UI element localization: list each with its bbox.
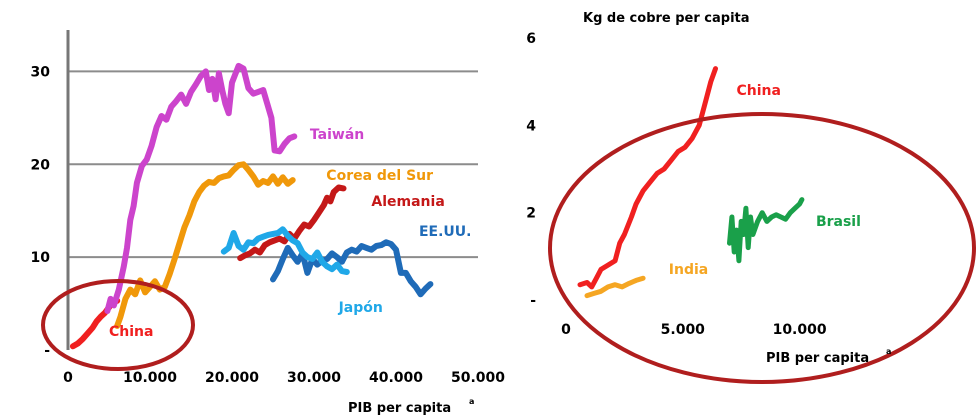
series-label-india: India — [669, 262, 708, 278]
y-tick-label: 6 — [526, 31, 536, 47]
series-label-china: China — [109, 324, 153, 340]
right-chart: Kg de cobre per capita - 2 4 6 0 5.000 10.000… — [526, 11, 976, 384]
x-tick-label: 50.000 — [451, 370, 505, 386]
x-tick-label: 40.000 — [369, 370, 423, 386]
right-highlight-ellipse — [548, 112, 976, 384]
left-x-axis-title: PIB per capita — [348, 401, 451, 416]
series-line-corea-del-sur — [114, 161, 296, 329]
left-series-labels: China Taiwán Corea del Sur Alemania EE.UU. Ja… — [109, 127, 471, 340]
series-line-taiwan — [104, 62, 298, 314]
right-x-axis-title: PIB per capita — [766, 351, 869, 366]
left-series-group — [69, 62, 434, 350]
y-tick-label: 4 — [526, 118, 536, 134]
series-label-ee-uu: EE.UU. — [419, 224, 472, 240]
left-gridlines — [68, 70, 478, 259]
series-label-japon: Japón — [338, 300, 383, 316]
left-x-axis-title-mark: a — [469, 397, 474, 406]
left-y-ticks: - 10 20 30 — [31, 64, 51, 359]
right-y-ticks: - 2 4 6 — [526, 31, 536, 309]
series-label-corea-del-sur: Corea del Sur — [326, 168, 433, 184]
y-tick-label: 30 — [31, 64, 51, 80]
right-chart-title: Kg de cobre per capita — [583, 11, 750, 26]
y-tick-label: - — [530, 293, 536, 309]
series-line-brasil — [727, 197, 805, 264]
right-x-ticks: 0 5.000 10.000 — [561, 322, 827, 338]
x-tick-label: 20.000 — [205, 370, 259, 386]
x-tick-label: 0 — [561, 322, 571, 338]
series-label-china: China — [737, 83, 781, 99]
y-tick-label: 20 — [31, 157, 51, 173]
x-tick-label: 0 — [63, 370, 73, 386]
right-series-group — [577, 66, 805, 299]
y-tick-label: 2 — [526, 206, 536, 222]
y-tick-label: 10 — [31, 250, 51, 266]
series-label-taiwan: Taiwán — [310, 127, 364, 143]
right-x-axis-title-mark: a — [886, 347, 891, 356]
x-tick-label: 5.000 — [661, 322, 706, 338]
x-tick-label: 10.000 — [773, 322, 827, 338]
x-tick-label: 10.000 — [123, 370, 177, 386]
x-tick-label: 30.000 — [287, 370, 341, 386]
y-tick-label: - — [44, 343, 50, 359]
series-line-ee-uu — [270, 239, 434, 298]
series-line-india — [584, 275, 646, 299]
series-label-alemania: Alemania — [371, 194, 444, 210]
series-line-alemania — [237, 184, 347, 262]
china-highlight-ellipse — [41, 279, 195, 371]
series-line-japon — [220, 226, 350, 275]
series-label-brasil: Brasil — [816, 214, 861, 230]
left-x-ticks: 0 10.000 20.000 30.000 40.000 50.000 — [63, 370, 505, 386]
right-series-labels: China India Brasil — [669, 83, 861, 278]
series-line-china — [577, 66, 718, 290]
